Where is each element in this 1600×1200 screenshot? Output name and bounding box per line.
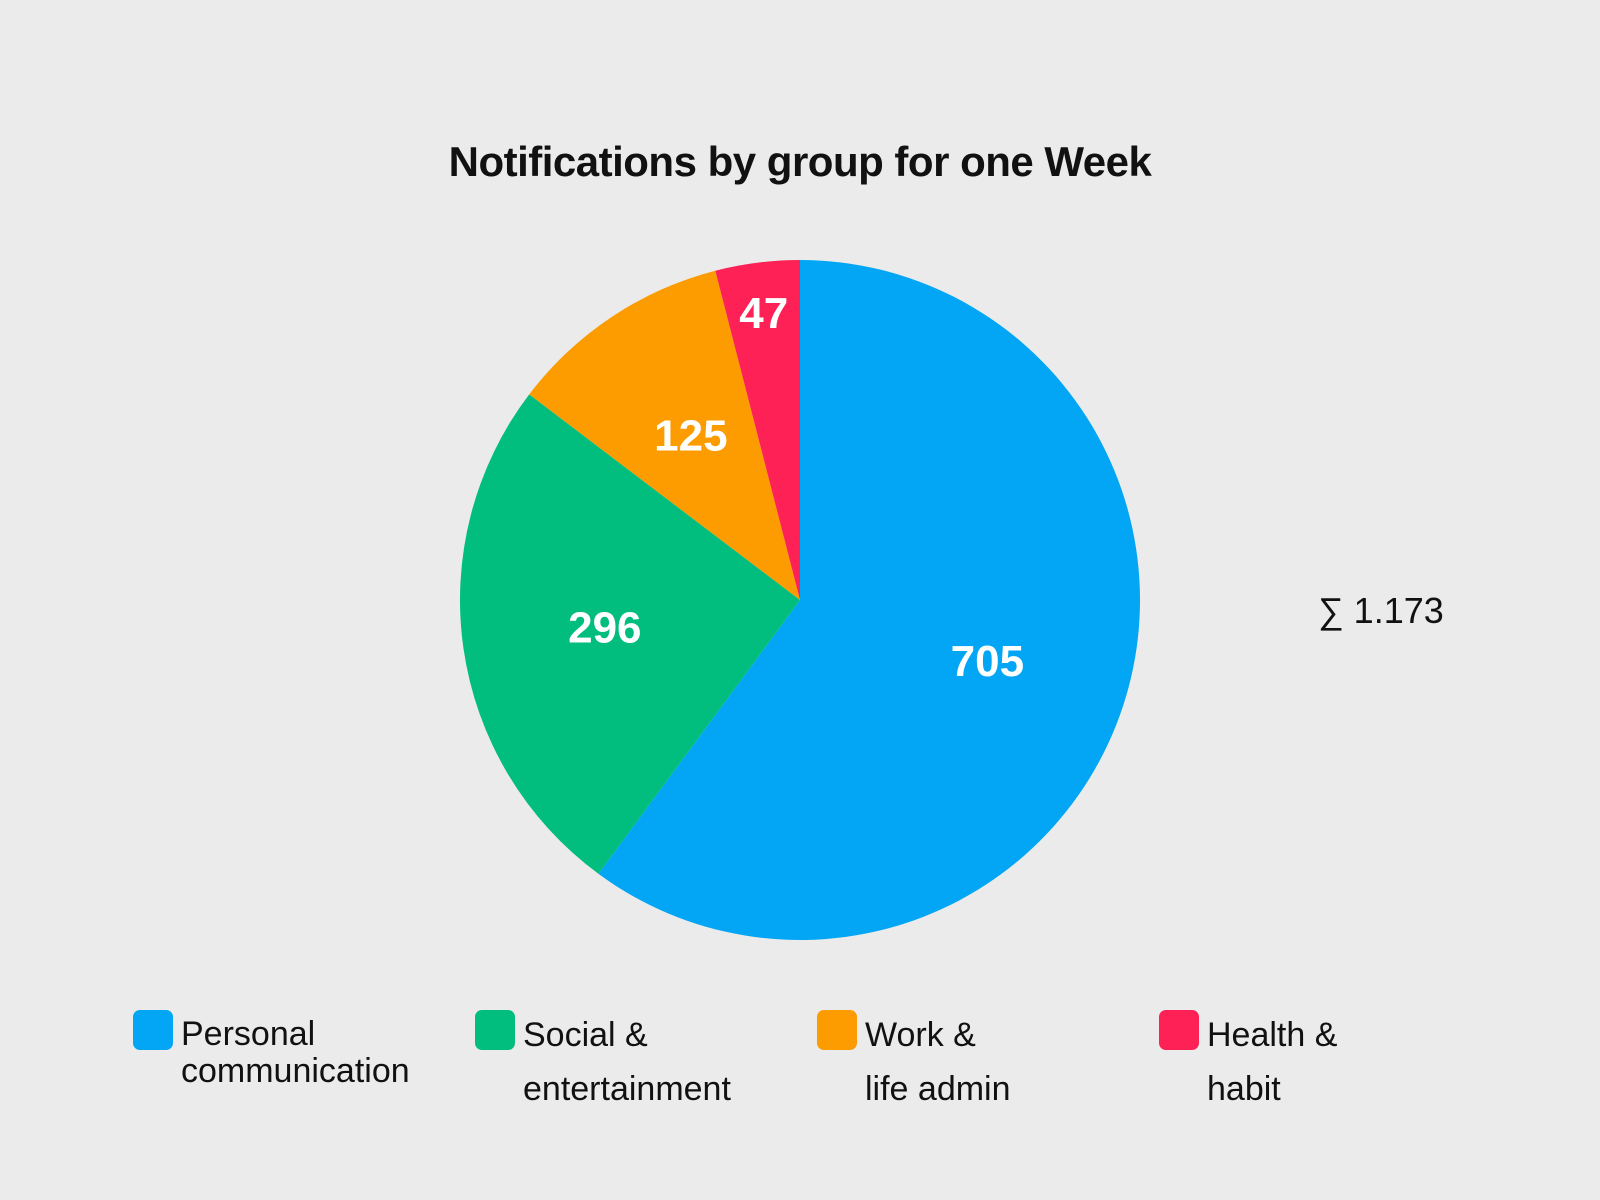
legend-swatch: [817, 1010, 857, 1050]
legend-label-line: habit: [1207, 1070, 1281, 1109]
slice-value-label-work-life-admin: 125: [654, 411, 727, 460]
legend-label: Work & life admin: [865, 1008, 1011, 1117]
legend-label-line: life admin: [865, 1070, 1011, 1109]
legend-label-line: Social &: [523, 1016, 648, 1054]
legend-swatch: [1159, 1010, 1199, 1050]
legend-label-line: Health &: [1207, 1016, 1338, 1054]
legend-swatch: [475, 1010, 515, 1050]
legend-label: Social & entertainment: [523, 1008, 731, 1117]
legend-label-line: entertainment: [523, 1070, 731, 1109]
pie-slice-work-life-admin: [529, 270, 800, 600]
slice-value-label-health-habit: 47: [739, 289, 788, 338]
pie-slice-health-habit: [715, 260, 800, 600]
total-sum-label: ∑ 1.173: [1318, 590, 1444, 631]
pie-slice-social-entertainment: [459, 394, 800, 874]
legend-label: Health & habit: [1207, 1008, 1337, 1117]
slice-value-label-social-entertainment: 296: [568, 604, 641, 653]
legend-label-line: communication: [181, 1052, 410, 1091]
chart-title: Notifications by group for one Week: [448, 138, 1152, 185]
legend-label-line: Work &: [865, 1016, 976, 1054]
legend-swatch: [133, 1010, 173, 1050]
legend-label: Personal communication: [181, 1015, 410, 1091]
pie-slice-personal-communication: [598, 260, 1141, 940]
slice-value-label-personal-communication: 705: [951, 637, 1024, 686]
legend-label-line: Personal: [181, 1015, 316, 1053]
